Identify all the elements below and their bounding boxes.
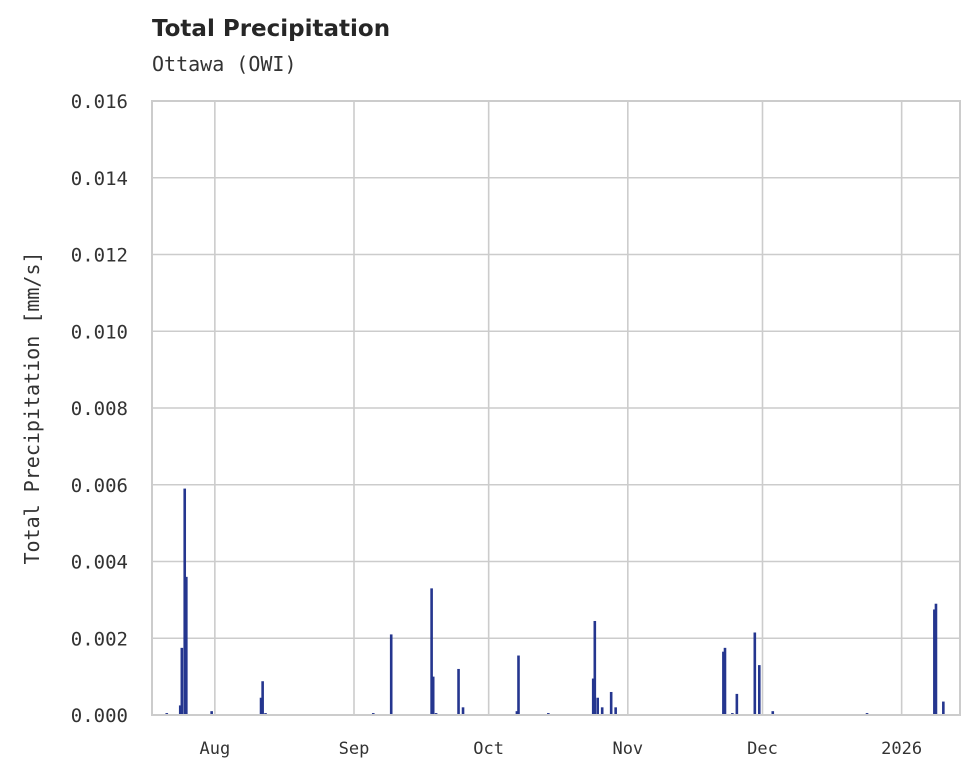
precipitation-bar [600,707,604,715]
precipitation-bar [942,701,945,715]
precipitation-bar [183,488,187,715]
precipitation-bar [210,711,213,715]
precipitation-bar [934,603,938,715]
precipitation-bar [723,647,727,715]
y-tick-label: 0.014 [71,168,128,190]
precipitation-bar [517,655,520,715]
precipitation-bar [614,707,617,715]
y-axis-ticks: 0.000 0.002 0.004 0.006 0.008 0.010 0.012 0.014… [71,91,128,727]
precipitation-bar [430,588,433,715]
y-tick-label: 0.008 [71,398,128,420]
x-tick-label: Dec [747,739,778,759]
x-tick-label: 2026 [881,739,922,759]
y-tick-label: 0.004 [71,552,128,574]
precipitation-bar [261,681,264,715]
precipitation-bar [389,634,393,715]
precipitation-bar [735,693,739,715]
x-tick-label: Nov [612,739,643,759]
x-tick-label: Aug [199,739,230,759]
y-tick-label: 0.010 [71,321,128,343]
precipitation-bar [457,668,460,715]
precipitation-bar [933,609,936,715]
chart-subtitle: Ottawa (OWI) [152,52,297,76]
precipitation-bar [185,576,188,715]
y-tick-label: 0.000 [71,705,128,727]
chart-title: Total Precipitation [152,16,391,42]
precipitation-bar [180,647,184,715]
grid-lines [152,100,960,716]
precipitation-bar [771,711,775,715]
precipitation-bar [593,620,597,715]
precipitation-bar [758,665,761,715]
y-tick-label: 0.006 [71,475,128,497]
precipitation-bar [515,711,519,715]
x-tick-label: Sep [339,739,370,759]
y-tick-label: 0.002 [71,628,128,650]
precipitation-bar [591,678,595,715]
x-tick-label: Oct [473,739,504,759]
precipitation-bar [753,632,757,715]
precipitation-bar [431,676,435,715]
y-tick-label: 0.016 [71,91,128,113]
precipitation-bar [609,691,613,715]
x-axis-ticks: Aug Sep Oct Nov Dec 2026 [199,739,922,759]
plot-frame [151,100,961,716]
precipitation-bar [178,705,182,715]
precipitation-bar [596,697,599,715]
precipitation-bar [722,651,725,715]
precipitation-bar [461,707,465,715]
y-tick-label: 0.012 [71,245,128,267]
precipitation-bar [259,697,263,715]
precipitation-bars [165,488,945,715]
